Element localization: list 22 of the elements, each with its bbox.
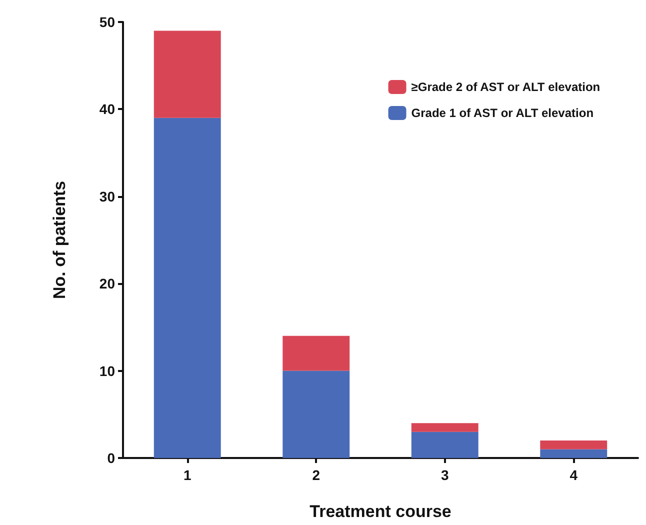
bar (154, 30, 221, 118)
y-axis-title: No. of patients (50, 180, 69, 300)
bar (282, 336, 350, 371)
bar (411, 432, 478, 458)
x-tick-label: 3 (440, 467, 449, 483)
bar (411, 423, 478, 432)
y-tick-label: 50 (99, 14, 116, 30)
x-axis-title: Treatment course (310, 502, 452, 521)
legend-label: Grade 1 of AST or ALT elevation (411, 106, 594, 120)
x-tick-label: 4 (570, 467, 578, 483)
y-tick-label: 30 (99, 188, 116, 204)
y-tick-label: 0 (107, 450, 116, 466)
legend-label: ≥Grade 2 of AST or ALT elevation (411, 80, 600, 94)
bar (282, 370, 350, 458)
x-tick-label: 2 (312, 467, 320, 483)
y-tick-label: 20 (99, 276, 116, 292)
bar (154, 118, 221, 458)
x-tick-label: 1 (183, 467, 192, 483)
bar (540, 449, 608, 458)
bar (540, 440, 608, 450)
y-tick-label: 10 (99, 362, 116, 379)
y-tick-label: 40 (99, 101, 116, 118)
